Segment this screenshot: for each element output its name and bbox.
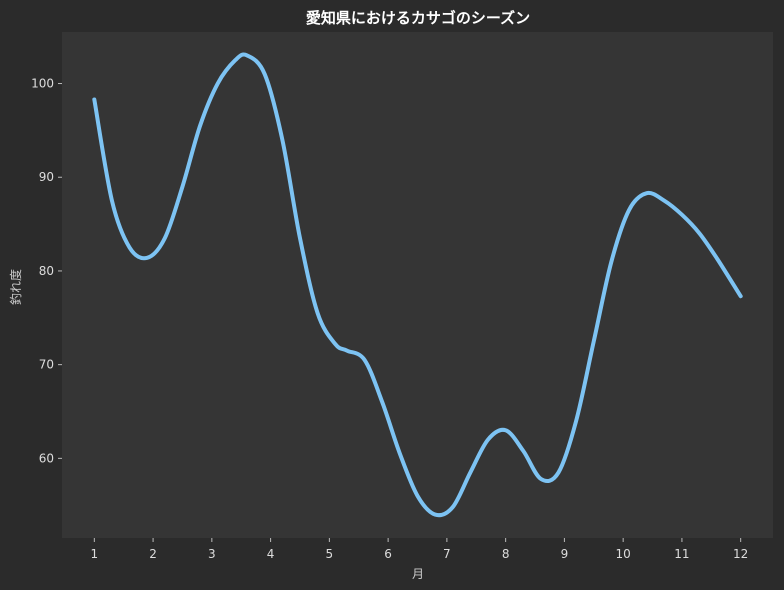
x-tick-label: 11 (674, 547, 689, 561)
x-tick-label: 10 (616, 547, 631, 561)
series-line (92, 52, 743, 518)
x-tick-label: 4 (267, 547, 275, 561)
x-tick-label: 7 (443, 547, 451, 561)
y-tick-label: 100 (31, 77, 54, 91)
y-axis-label: 釣れ度 (8, 269, 23, 305)
x-axis-label: 月 (412, 567, 424, 581)
x-tick-label: 3 (208, 547, 216, 561)
x-tick-label: 9 (561, 547, 569, 561)
x-tick-label: 12 (733, 547, 748, 561)
y-tick-label: 90 (39, 170, 54, 184)
x-tick-label: 2 (149, 547, 157, 561)
x-tick-label: 8 (502, 547, 510, 561)
x-tick-label: 6 (384, 547, 392, 561)
x-tick-label: 1 (90, 547, 98, 561)
x-axis: 1 2 3 4 5 6 7 8 9 10 11 12 (90, 538, 748, 561)
y-tick-label: 70 (39, 358, 54, 372)
y-tick-label: 80 (39, 264, 54, 278)
chart-title: 愛知県におけるカサゴのシーズン (306, 9, 530, 27)
y-tick-label: 60 (39, 451, 54, 465)
y-axis: 60 70 80 90 100 (31, 77, 62, 465)
plot-area (62, 32, 773, 538)
x-tick-label: 5 (326, 547, 334, 561)
